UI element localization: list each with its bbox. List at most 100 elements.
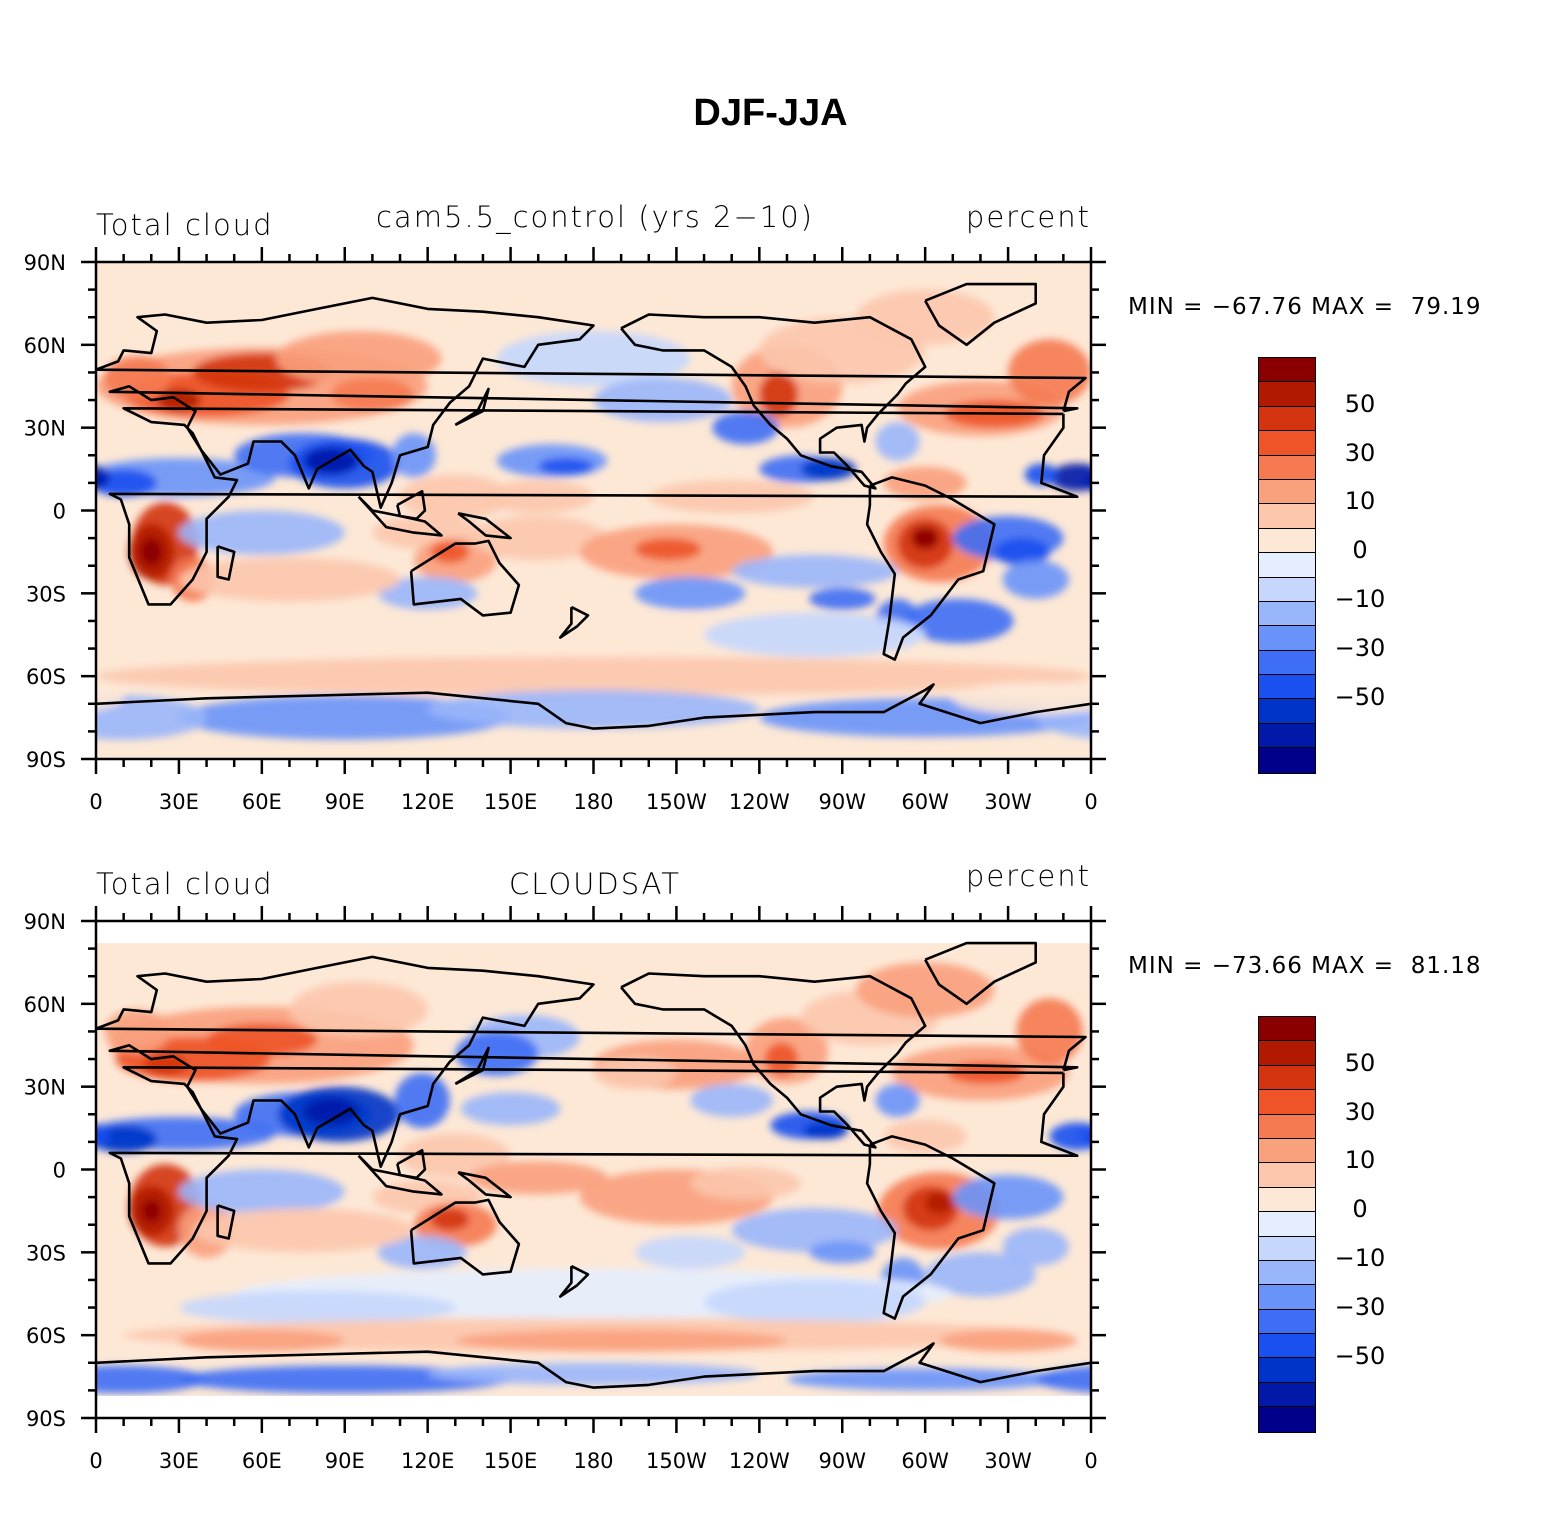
y-tick-label: 60S <box>26 1324 66 1348</box>
colorbar <box>1258 357 1316 774</box>
contour-region <box>151 618 373 652</box>
colorbar-swatch <box>1259 431 1315 456</box>
x-tick-label: 90E <box>325 790 365 814</box>
colorbar-swatch <box>1259 1309 1315 1335</box>
coastline <box>396 489 427 521</box>
contour-region <box>731 554 898 588</box>
x-tick-label: 30E <box>159 1449 199 1473</box>
contour-region <box>427 1362 760 1385</box>
colorbar-swatch <box>1259 1407 1315 1432</box>
contour-region <box>634 576 746 610</box>
colorbar <box>1258 1016 1316 1433</box>
contour-region <box>482 480 594 514</box>
contour-region <box>593 1056 677 1090</box>
contour-region <box>690 1166 801 1200</box>
coastline <box>409 539 521 617</box>
coastline <box>454 387 490 427</box>
colorbar-label: 30 <box>1344 438 1376 467</box>
colorbar-swatch <box>1259 1114 1315 1139</box>
contour-region <box>400 1133 511 1178</box>
contour-region <box>330 377 414 412</box>
contour-region <box>394 1072 450 1129</box>
contour-region <box>455 1329 787 1352</box>
colorbar-swatch <box>1259 577 1315 602</box>
contour-region <box>925 1191 953 1214</box>
map-panel-observations: Total cloud CLOUDSAT percent 0 30E 60E 90E 1… <box>0 659 1541 1473</box>
contour-region <box>496 331 691 387</box>
panel-left-label: Total cloud <box>96 867 274 901</box>
contour-region <box>96 465 110 490</box>
y-tick-label: 90N <box>24 251 66 275</box>
contour-region <box>856 962 995 1018</box>
y-tick-label: 60N <box>24 334 66 358</box>
colorbar-swatch <box>1259 1358 1315 1383</box>
colorbar-swatch <box>1259 1260 1315 1286</box>
x-tick-label: 30E <box>159 790 199 814</box>
colorbar-label: −30 <box>1334 633 1386 662</box>
contour-region <box>875 422 920 461</box>
y-tick-label: 30N <box>24 417 66 441</box>
colorbar-swatch <box>1259 528 1315 554</box>
contour-region <box>427 689 760 729</box>
coastline <box>924 282 1037 347</box>
contour-region <box>690 1083 774 1118</box>
contour-region <box>96 656 1091 696</box>
coastline <box>559 1264 590 1298</box>
contour-region <box>455 1031 539 1076</box>
contour-region <box>952 1175 1064 1220</box>
contour-region <box>192 1208 414 1253</box>
colorbar-swatch <box>1259 1382 1315 1408</box>
colorbar-label: −50 <box>1334 682 1386 711</box>
x-tick-label: 60W <box>901 1449 949 1473</box>
colorbar-swatch <box>1259 748 1315 773</box>
contour-region <box>1002 1227 1069 1267</box>
coastline <box>409 1198 521 1276</box>
contour-region <box>104 1009 171 1054</box>
coastline <box>357 1154 443 1196</box>
contour-region <box>856 289 995 345</box>
contour-region <box>460 1092 561 1126</box>
y-tick-label: 30S <box>26 1241 66 1265</box>
coastline <box>396 1148 427 1180</box>
contour-region <box>1035 1366 1091 1393</box>
colorbar-label: −30 <box>1334 1292 1386 1321</box>
colorbar-swatch <box>1259 1187 1315 1213</box>
contour-region <box>938 1329 1078 1352</box>
coastline <box>96 296 1087 509</box>
contour-region <box>141 1199 161 1222</box>
panel-left-label: Total cloud <box>96 208 274 242</box>
min-max-readout: MIN = −67.76 MAX = 79.19 <box>1128 294 1482 320</box>
contour-region <box>634 538 702 561</box>
x-tick-label: 90W <box>819 1449 867 1473</box>
contour-region <box>140 538 163 566</box>
contour-region <box>759 372 799 417</box>
contour-region <box>96 695 207 740</box>
contour-region <box>704 612 926 657</box>
colorbar-label: 10 <box>1344 487 1376 516</box>
coastline <box>96 1342 1091 1389</box>
contour-region <box>803 1122 848 1140</box>
x-tick-label: 180 <box>573 1449 613 1473</box>
coastline <box>96 955 1087 1168</box>
panel-units-label: percent <box>965 200 1091 234</box>
contour-map: 0 30E 60E 90E 120E 150E 180 150W 120W 90W 60W 30W 09… <box>24 247 1106 814</box>
contour-region <box>275 331 442 387</box>
contour-region <box>178 510 345 555</box>
colorbar-swatch <box>1259 406 1315 432</box>
contour-region <box>1049 1122 1091 1151</box>
colorbar-swatch <box>1259 1017 1315 1042</box>
x-tick-label: 0 <box>1084 1449 1097 1473</box>
colorbar-swatch <box>1259 504 1315 529</box>
x-tick-label: 60E <box>242 1449 282 1473</box>
contour-region <box>952 681 1091 715</box>
contour-region <box>178 695 511 740</box>
x-tick-label: 0 <box>89 790 102 814</box>
contour-region <box>1002 560 1069 599</box>
colorbar-swatch <box>1259 1090 1315 1115</box>
panel-center-label: cam5.5_control (yrs 2−10) <box>375 200 815 234</box>
colorbar-swatch <box>1259 699 1315 724</box>
x-tick-label: 120E <box>401 790 454 814</box>
y-tick-label: 90N <box>24 910 66 934</box>
coastline <box>620 313 927 490</box>
y-tick-label: 30N <box>24 1076 66 1100</box>
